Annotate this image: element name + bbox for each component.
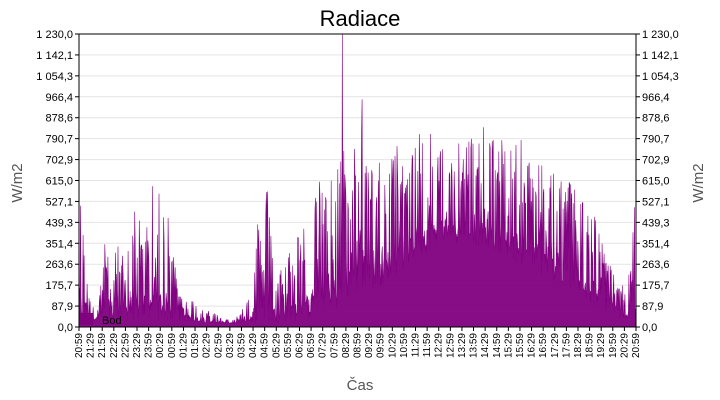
y-axis-ticks: 0,0 0,0 87,9 87,9 175,7 175,7 263,6 263,6 351,4 3… [36, 29, 678, 334]
x-axis-ticks: 20:59 21:29 21:59 22:29 22:59 23:29 23:59 00:29… [74, 327, 642, 358]
y-tick-label-right: 87,9 [642, 301, 663, 313]
x-tick-label: 09:59 [376, 333, 387, 358]
y-tick-label-right: 790,7 [642, 134, 670, 146]
series-area [78, 33, 637, 328]
x-tick-label: 11:29 [411, 333, 422, 358]
x-tick-label: 13:29 [457, 333, 468, 358]
x-tick-label: 07:59 [329, 333, 340, 358]
x-tick-label: 19:29 [596, 333, 607, 358]
x-tick-label: 02:59 [213, 333, 224, 358]
y-tick-label-right: 263,6 [642, 259, 670, 271]
y-tick-label-right: 1 230,0 [642, 29, 679, 41]
y-tick-label-left: 527,1 [45, 196, 73, 208]
x-tick-label: 02:29 [202, 333, 213, 358]
x-tick-label: 09:29 [364, 333, 375, 358]
y-tick-label-left: 615,0 [45, 176, 73, 188]
y-tick-label-left: 0,0 [58, 322, 73, 334]
x-tick-label: 19:59 [608, 333, 619, 358]
y-tick-label-left: 702,9 [45, 155, 73, 167]
x-tick-label: 04:59 [260, 333, 271, 358]
legend-swatch [80, 313, 93, 325]
x-tick-label: 18:29 [573, 333, 584, 358]
y-tick-label-right: 439,3 [642, 217, 670, 229]
y-tick-label-left: 1 142,1 [36, 50, 73, 62]
y-tick-label-right: 878,6 [642, 113, 670, 125]
x-tick-label: 03:59 [236, 333, 247, 358]
x-tick-label: 04:29 [248, 333, 259, 358]
x-tick-label: 01:59 [190, 333, 201, 358]
x-tick-label: 23:59 [144, 333, 155, 358]
x-tick-label: 21:29 [86, 333, 97, 358]
grid-lines [79, 33, 636, 328]
legend-label: Bod [102, 315, 122, 327]
x-tick-label: 03:29 [225, 333, 236, 358]
y-tick-label-left: 1 054,3 [36, 71, 73, 83]
x-tick-label: 16:29 [527, 333, 538, 358]
y-tick-label-right: 966,4 [642, 92, 670, 104]
x-tick-label: 17:59 [561, 333, 572, 358]
y-tick-label-right: 615,0 [642, 176, 670, 188]
x-tick-label: 20:59 [74, 333, 85, 358]
series-radiation-area [78, 33, 637, 328]
x-tick-label: 00:29 [155, 333, 166, 358]
y-tick-label-left: 878,6 [45, 113, 73, 125]
y-tick-label-right: 0,0 [642, 322, 657, 334]
y-tick-label-left: 790,7 [45, 134, 73, 146]
x-axis-label: Čas [347, 377, 374, 394]
x-tick-label: 22:29 [109, 333, 120, 358]
x-tick-label: 05:29 [271, 333, 282, 358]
x-tick-label: 23:29 [132, 333, 143, 358]
y-tick-label-right: 702,9 [642, 155, 670, 167]
x-tick-label: 08:59 [353, 333, 364, 358]
x-tick-label: 00:59 [167, 333, 178, 358]
x-tick-label: 10:29 [387, 333, 398, 358]
x-tick-label: 08:29 [341, 333, 352, 358]
y-tick-label-left: 966,4 [45, 92, 73, 104]
x-tick-label: 15:59 [515, 333, 526, 358]
x-tick-label: 10:59 [399, 333, 410, 358]
x-tick-label: 11:59 [422, 333, 433, 358]
x-tick-label: 12:59 [445, 333, 456, 358]
x-tick-label: 18:59 [585, 333, 596, 358]
x-tick-label: 06:59 [306, 333, 317, 358]
y-tick-label-right: 527,1 [642, 196, 670, 208]
y-tick-label-right: 1 054,3 [642, 71, 679, 83]
x-tick-label: 05:59 [283, 333, 294, 358]
y-tick-label-left: 1 230,0 [36, 29, 73, 41]
x-tick-label: 20:59 [631, 333, 642, 358]
y-tick-label-right: 1 142,1 [642, 50, 679, 62]
y-axis-label-right: W/m2 [690, 163, 707, 202]
x-tick-label: 16:59 [538, 333, 549, 358]
chart-title: Radiace [320, 6, 401, 31]
y-tick-label-left: 351,4 [45, 238, 73, 250]
x-tick-label: 14:29 [480, 333, 491, 358]
y-tick-label-left: 263,6 [45, 259, 73, 271]
y-axis-label-left: W/m2 [9, 163, 26, 202]
legend: Bod [80, 313, 122, 327]
x-tick-label: 22:59 [120, 333, 131, 358]
x-tick-label: 07:29 [318, 333, 329, 358]
x-tick-label: 06:29 [294, 333, 305, 358]
x-tick-label: 20:29 [619, 333, 630, 358]
y-tick-label-left: 175,7 [45, 280, 73, 292]
x-tick-label: 13:59 [469, 333, 480, 358]
y-tick-label-left: 87,9 [52, 301, 73, 313]
x-tick-label: 21:59 [97, 333, 108, 358]
x-tick-label: 15:29 [503, 333, 514, 358]
y-tick-label-right: 351,4 [642, 238, 670, 250]
x-tick-label: 12:29 [434, 333, 445, 358]
y-tick-label-right: 175,7 [642, 280, 670, 292]
x-tick-label: 14:59 [492, 333, 503, 358]
x-tick-label: 01:29 [178, 333, 189, 358]
x-tick-label: 17:29 [550, 333, 561, 358]
y-tick-label-left: 439,3 [45, 217, 73, 229]
